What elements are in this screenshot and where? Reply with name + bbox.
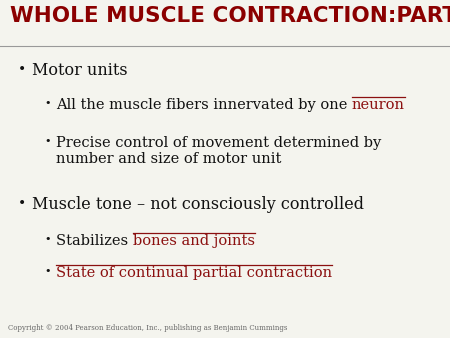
Text: Muscle tone – not consciously controlled: Muscle tone – not consciously controlled bbox=[32, 196, 364, 213]
Text: All the muscle fibers innervated by one: All the muscle fibers innervated by one bbox=[56, 98, 352, 112]
Text: neuron: neuron bbox=[352, 98, 405, 112]
Text: •: • bbox=[44, 266, 50, 276]
Text: •: • bbox=[18, 196, 26, 210]
Text: bones and joints: bones and joints bbox=[133, 234, 255, 248]
Text: •: • bbox=[44, 98, 50, 108]
Text: State of continual partial contraction: State of continual partial contraction bbox=[56, 266, 332, 280]
Text: •: • bbox=[44, 136, 50, 146]
Text: Copyright © 2004 Pearson Education, Inc., publishing as Benjamin Cummings: Copyright © 2004 Pearson Education, Inc.… bbox=[8, 324, 288, 332]
Text: Precise control of movement determined by
number and size of motor unit: Precise control of movement determined b… bbox=[56, 136, 381, 166]
Text: WHOLE MUSCLE CONTRACTION:PART 1: WHOLE MUSCLE CONTRACTION:PART 1 bbox=[10, 6, 450, 26]
Text: Stabilizes: Stabilizes bbox=[56, 234, 133, 248]
Text: •: • bbox=[18, 62, 26, 76]
Text: •: • bbox=[44, 234, 50, 244]
Text: Motor units: Motor units bbox=[32, 62, 128, 79]
